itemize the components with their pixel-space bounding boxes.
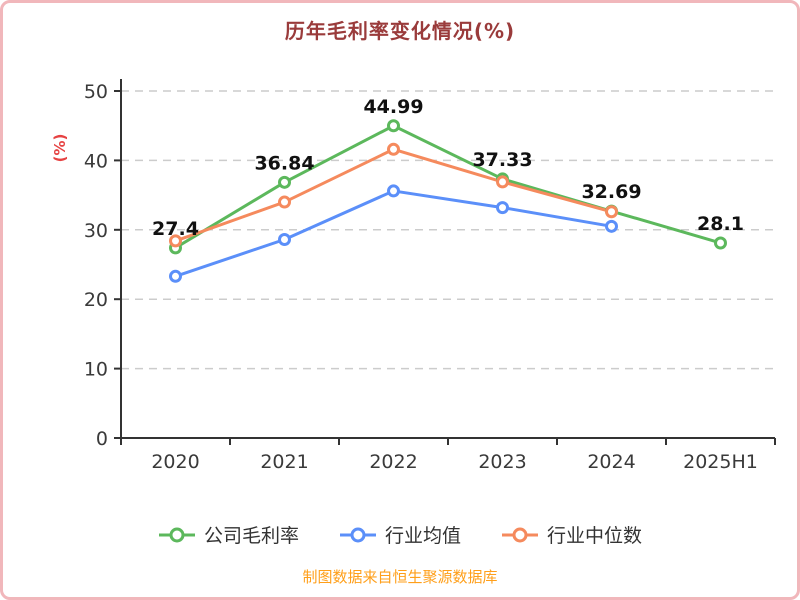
line-chart: 0 10 20 30 40 50 2020 2021 2022 2023 2024 2025H1 (%)… <box>51 79 776 473</box>
data-point-1 <box>169 269 182 283</box>
data-label: 37.33 <box>472 149 532 171</box>
legend-item-industry-median[interactable]: 行业中位数 <box>501 521 642 548</box>
legend-item-company-gross-margin[interactable]: 公司毛利率 <box>158 521 299 548</box>
legend: 公司毛利率 行业均值 行业中位数 <box>3 521 797 548</box>
x-tick-label: 2025H1 <box>683 451 758 473</box>
data-point-2 <box>496 175 509 189</box>
legend-marker <box>339 527 376 542</box>
data-point-0 <box>714 236 727 250</box>
x-tick-label: 2021 <box>260 451 308 473</box>
y-tick-label: 10 <box>84 359 108 381</box>
data-label: 28.1 <box>697 213 744 235</box>
legend-item-industry-average[interactable]: 行业均值 <box>339 521 461 548</box>
series-line-0 <box>174 124 722 250</box>
data-point-0 <box>387 119 400 133</box>
source-note: 制图数据来自恒生聚源数据库 <box>302 568 498 586</box>
y-tick-label: 50 <box>84 81 108 103</box>
data-point-0 <box>278 175 291 189</box>
data-point-1 <box>496 201 509 215</box>
y-tick-label: 30 <box>84 220 108 242</box>
data-point-2 <box>169 234 182 248</box>
data-label: 32.69 <box>581 181 641 203</box>
data-point-2 <box>387 142 400 156</box>
data-label: 27.4 <box>152 218 199 240</box>
x-tick-label: 2023 <box>478 451 526 473</box>
x-tick-label: 2020 <box>151 451 199 473</box>
legend-marker <box>502 527 538 542</box>
y-axis-name: (%) <box>51 134 69 163</box>
chart-title: 历年毛利率变化情况(%) <box>284 19 516 43</box>
data-point-1 <box>278 233 291 247</box>
series-line-1 <box>174 189 613 278</box>
x-tick-label: 2022 <box>369 451 417 473</box>
y-tick-label: 0 <box>96 428 108 450</box>
x-tick-label: 2024 <box>587 451 635 473</box>
data-point-1 <box>605 219 618 233</box>
y-tick-label: 20 <box>84 289 108 311</box>
legend-label: 行业均值 <box>384 525 461 547</box>
data-point-2 <box>278 195 291 209</box>
legend-label: 公司毛利率 <box>203 525 299 547</box>
data-label: 44.99 <box>363 96 423 118</box>
data-point-2 <box>605 205 618 219</box>
data-point-1 <box>387 184 400 198</box>
data-label: 36.84 <box>254 152 314 174</box>
legend-marker <box>158 527 195 542</box>
legend-label: 行业中位数 <box>547 525 643 547</box>
y-tick-label: 40 <box>84 150 108 172</box>
